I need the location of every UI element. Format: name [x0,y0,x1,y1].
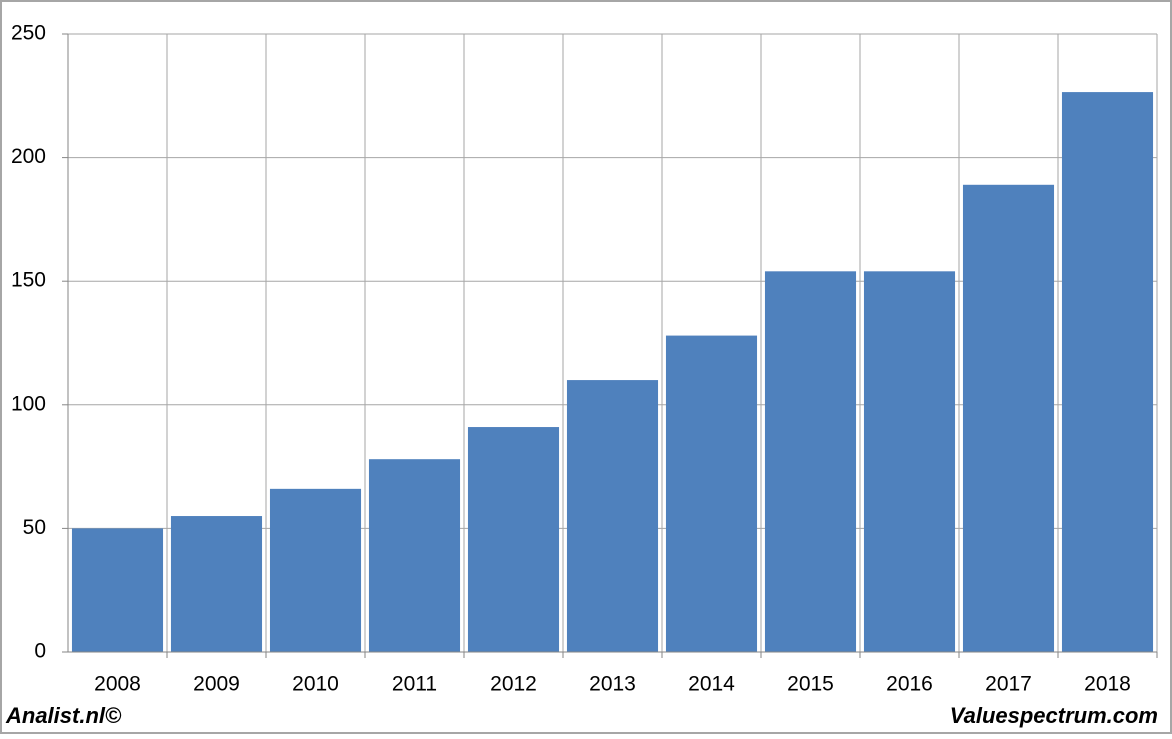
x-tick-label: 2008 [94,673,141,696]
footer-right: Valuespectrum.com [950,703,1158,728]
bar [269,488,362,652]
y-tick-label: 50 [23,516,46,539]
x-tick-label: 2011 [392,673,437,696]
x-tick-label: 2017 [985,673,1032,696]
x-tick-label: 2016 [886,673,933,696]
bar [1061,92,1154,653]
x-tick-label: 2010 [292,673,339,696]
y-tick-label: 100 [11,392,46,415]
bar [71,528,164,652]
bar [962,184,1055,653]
bar [764,271,857,652]
bar [665,335,758,652]
y-tick-label: 150 [11,269,46,292]
x-tick-label: 2009 [193,673,240,696]
bar [863,271,956,652]
x-tick-label: 2012 [490,673,537,696]
x-tick-label: 2013 [589,673,636,696]
y-tick-label: 250 [11,22,46,45]
y-tick-label: 200 [11,145,46,168]
y-tick-label: 0 [34,640,46,663]
bar [467,427,560,652]
bar [368,459,461,652]
bar [566,380,659,652]
x-tick-label: 2015 [787,673,834,696]
bar [170,516,263,652]
footer-left: Analist.nl© [5,703,122,728]
x-tick-label: 2018 [1084,673,1131,696]
x-tick-label: 2014 [688,673,735,696]
